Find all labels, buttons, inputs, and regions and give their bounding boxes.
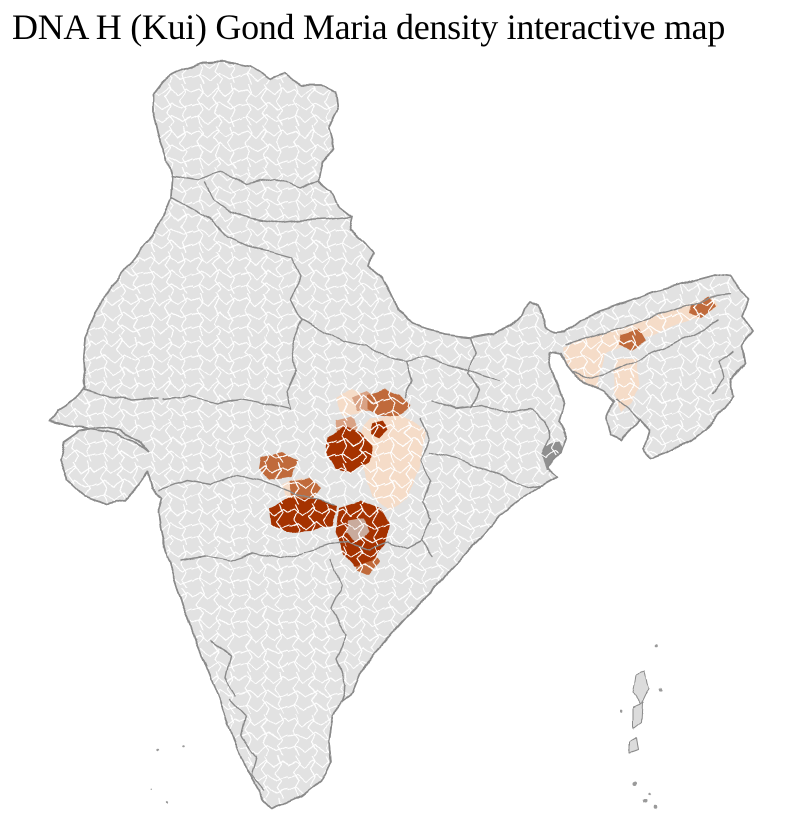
lakshadweep-islands[interactable] [149,743,185,805]
district-grid [50,62,753,809]
state-borders [84,171,734,792]
island-dot[interactable] [634,781,638,785]
island-dot[interactable] [659,688,663,692]
andaman-island[interactable] [632,702,644,730]
island-dot[interactable] [643,799,647,803]
island-dot[interactable] [654,643,658,647]
andaman-island[interactable] [628,736,639,754]
andaman-nicobar-islands[interactable] [619,643,663,810]
island-dot[interactable] [149,787,151,789]
map-layers [49,61,754,810]
island-dot[interactable] [653,806,657,810]
island-dot[interactable] [166,801,170,805]
page-title: DNA H (Kui) Gond Maria density interacti… [12,7,726,47]
island-dot[interactable] [648,792,652,796]
island-dot[interactable] [156,748,160,752]
island-dot[interactable] [181,743,185,747]
andaman-island[interactable] [632,670,650,706]
island-dot[interactable] [619,709,623,713]
